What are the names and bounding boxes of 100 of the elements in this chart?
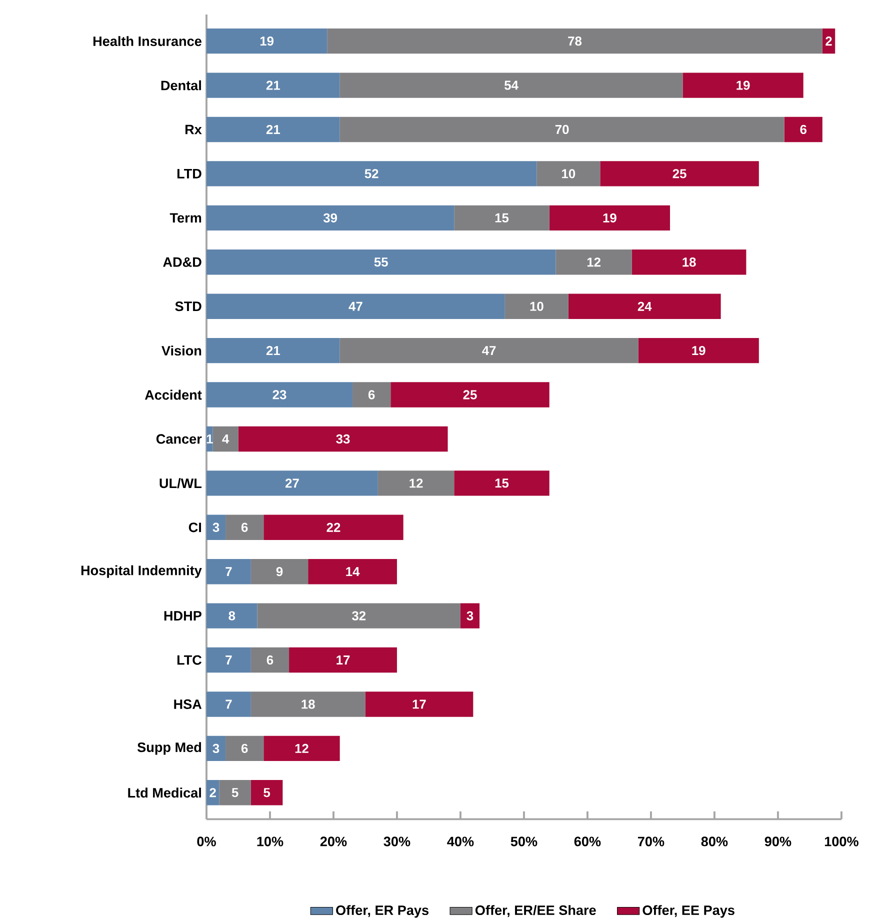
data-label: 3 <box>466 611 473 620</box>
x-tick-label: 20% <box>320 836 346 846</box>
bar <box>206 736 226 762</box>
data-label: 25 <box>463 390 477 400</box>
bar <box>460 603 480 628</box>
bar <box>206 28 327 54</box>
bar <box>340 72 683 98</box>
y-tick-label: UL/WL <box>160 478 202 488</box>
bar <box>225 514 264 540</box>
bar <box>238 426 448 452</box>
y-tick-label: HDHP <box>164 611 202 620</box>
x-tick-label: 10% <box>257 836 283 846</box>
y-tick-label: Rx <box>185 124 202 134</box>
bar <box>365 692 473 717</box>
bar <box>549 205 670 231</box>
y-tick-label: Supp Med <box>137 742 201 755</box>
x-tick-label: 60% <box>574 836 600 846</box>
data-label: 33 <box>336 434 350 444</box>
bar <box>225 736 264 762</box>
x-tick-label: 0% <box>197 836 216 846</box>
bar <box>632 250 746 275</box>
data-label: 52 <box>364 169 378 178</box>
bar <box>206 514 226 540</box>
bar <box>340 116 784 142</box>
bar <box>206 205 454 231</box>
data-label: 6 <box>266 655 273 665</box>
bar <box>206 250 556 275</box>
bar <box>212 426 238 452</box>
y-tick-label: Hospital Indemnity <box>81 565 202 578</box>
data-label: 5 <box>263 788 270 798</box>
data-label: 7 <box>225 700 232 709</box>
y-tick-label: Ltd Medical <box>128 788 201 798</box>
data-label: 10 <box>530 302 544 311</box>
data-label: 12 <box>295 744 308 753</box>
bar <box>206 647 251 673</box>
data-label: 54 <box>504 80 518 90</box>
data-label: 6 <box>800 124 806 134</box>
data-label: 27 <box>285 478 299 488</box>
bar <box>206 558 251 584</box>
data-label: 5 <box>232 788 238 798</box>
bar <box>288 647 397 673</box>
bar <box>326 28 822 54</box>
data-label: 1 <box>206 434 213 444</box>
y-tick-label: Health Insurance <box>93 36 202 46</box>
data-label: 18 <box>302 700 315 709</box>
data-label: 10 <box>562 169 575 178</box>
bar <box>206 382 352 408</box>
data-label: 12 <box>587 258 600 267</box>
data-label: 15 <box>495 478 508 488</box>
y-tick-label: AD&D <box>162 257 202 267</box>
bar <box>263 736 340 762</box>
data-label: 22 <box>326 522 340 532</box>
bar <box>206 161 536 186</box>
data-label: 19 <box>260 36 274 46</box>
bar <box>257 603 460 628</box>
data-label: 15 <box>495 213 508 222</box>
x-tick-label: 30% <box>384 836 410 846</box>
data-label: 12 <box>409 478 423 488</box>
y-tick-label: STD <box>174 302 202 312</box>
bar <box>454 205 550 231</box>
data-label: 14 <box>346 567 360 576</box>
data-label: 25 <box>672 169 686 178</box>
y-tick-label: CI <box>188 522 201 532</box>
x-tick-label: 100% <box>824 836 858 846</box>
bar <box>218 780 251 806</box>
data-label: 17 <box>412 700 426 709</box>
bar <box>250 647 289 673</box>
bar <box>206 338 340 364</box>
data-label: 19 <box>692 346 706 356</box>
data-label: 21 <box>266 80 280 90</box>
data-label: 78 <box>568 36 582 46</box>
data-label: 2 <box>210 788 216 798</box>
bar <box>308 558 397 584</box>
x-tick-label: 40% <box>446 836 474 846</box>
data-label: 21 <box>266 124 280 134</box>
x-tick-label: 70% <box>638 836 664 846</box>
bar <box>504 294 568 319</box>
bar <box>206 294 505 319</box>
bar <box>638 338 759 364</box>
data-label: 6 <box>368 390 375 400</box>
bar <box>250 558 308 584</box>
data-label: 3 <box>212 522 219 532</box>
bar <box>206 470 378 496</box>
legend-label: Offer, EE Pays <box>642 905 734 918</box>
data-label: 6 <box>241 522 248 532</box>
data-label: 47 <box>348 302 362 311</box>
data-label: 19 <box>603 213 616 222</box>
legend-label: Offer, ER/EE Share <box>475 905 596 918</box>
bar <box>206 692 251 717</box>
x-tick-label: 90% <box>764 836 791 846</box>
bar <box>206 116 340 142</box>
y-tick-label: HSA <box>174 699 202 710</box>
data-label: 17 <box>336 656 350 664</box>
bar <box>600 161 759 186</box>
data-label: 70 <box>555 124 569 134</box>
bar <box>340 338 638 364</box>
data-label: 2 <box>825 36 832 46</box>
bar <box>568 294 721 319</box>
data-label: 19 <box>736 80 750 90</box>
data-label: 32 <box>352 611 366 620</box>
